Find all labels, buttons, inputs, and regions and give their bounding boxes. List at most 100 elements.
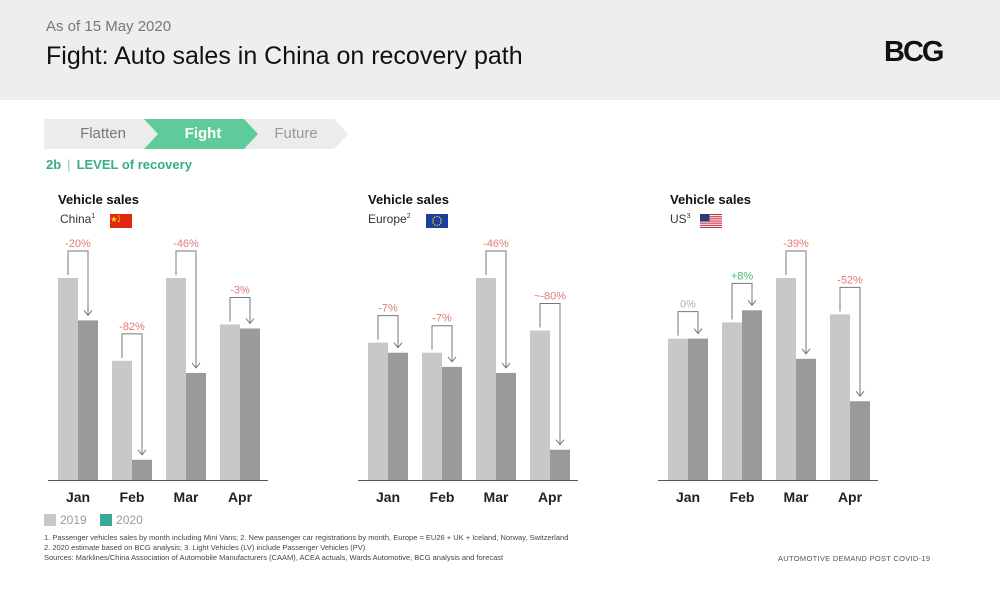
change-arrow-europe-feb: [431, 325, 453, 362]
arrowhead-icon: [501, 362, 511, 369]
legend: 2019 2020: [44, 513, 153, 527]
tick-label-us-mar: Mar: [784, 489, 809, 505]
bar-2019-china-feb: [112, 360, 132, 480]
change-arrow-china-apr: [229, 296, 251, 324]
change-label-us-mar: -39%: [783, 238, 809, 250]
bar-2019-china-jan: [58, 278, 78, 480]
bar-2019-europe-jan: [368, 342, 388, 480]
change-label-china-apr: -3%: [230, 284, 250, 296]
region-label-europe: Europe2: [368, 212, 411, 226]
bar-2019-china-mar: [166, 278, 186, 480]
as-of-date: As of 15 May 2020: [46, 18, 172, 35]
tick-label-europe-apr: Apr: [538, 489, 563, 505]
region-label-us: US3: [670, 212, 691, 226]
tick-label-europe-jan: Jan: [376, 489, 400, 505]
bar-2020-us-mar: [796, 358, 816, 480]
arrowhead-icon: [555, 439, 565, 446]
change-arrow-us-jan: [677, 311, 699, 336]
bar-2019-europe-mar: [476, 278, 496, 480]
phase-flatten: Flatten: [44, 119, 162, 149]
section-label: 2b | LEVEL of recovery: [46, 157, 192, 172]
tick-label-europe-mar: Mar: [484, 489, 509, 505]
chart-title-europe: Vehicle sales: [368, 192, 449, 207]
page-title: Fight: Auto sales in China on recovery p…: [46, 42, 523, 70]
change-arrow-europe-apr: [539, 303, 561, 445]
tick-label-us-jan: Jan: [676, 489, 700, 505]
footnote-2: 2. 2020 estimate based on BCG analysis; …: [44, 543, 366, 552]
change-label-europe-feb: -7%: [432, 313, 452, 325]
bar-2020-us-apr: [850, 401, 870, 480]
bar-2019-us-feb: [722, 322, 742, 480]
change-arrow-europe-jan: [377, 315, 399, 348]
change-arrow-europe-mar: [485, 250, 507, 368]
footnote-sources: Sources: Marklines/China Association of …: [44, 553, 504, 562]
bar-2019-us-mar: [776, 278, 796, 480]
change-label-us-jan: 0%: [680, 299, 696, 311]
bar-2020-china-jan: [78, 320, 98, 480]
tick-label-us-apr: Apr: [838, 489, 863, 505]
bar-2019-europe-apr: [530, 330, 550, 480]
bar-2019-europe-feb: [422, 352, 442, 480]
legend-swatch-2020: [100, 514, 113, 526]
china-flag-icon: [110, 214, 132, 228]
change-label-us-apr: -52%: [837, 274, 863, 286]
change-arrow-china-feb: [121, 333, 143, 455]
change-arrow-us-feb: [731, 282, 753, 320]
bar-2019-china-apr: [220, 324, 240, 480]
bar-2020-europe-feb: [442, 366, 462, 480]
phase-fight: Fight: [144, 119, 262, 149]
arrowhead-icon: [693, 328, 703, 335]
legend-item-2019: 2019: [44, 513, 87, 527]
tick-label-europe-feb: Feb: [430, 489, 455, 505]
tick-label-china-mar: Mar: [174, 489, 199, 505]
header-band: As of 15 May 2020 Fight: Auto sales in C…: [0, 0, 1000, 100]
phase-future: Future: [244, 119, 348, 149]
arrowhead-icon: [137, 449, 147, 456]
chart-title-us: Vehicle sales: [670, 192, 751, 207]
legend-item-2020: 2020: [100, 513, 143, 527]
bar-2019-us-jan: [668, 338, 688, 480]
section-number: 2b: [46, 157, 62, 172]
change-label-us-feb: +8%: [731, 270, 754, 282]
region-label-china: China1: [60, 212, 96, 226]
tick-label-china-apr: Apr: [228, 489, 253, 505]
change-arrow-us-mar: [785, 250, 807, 354]
section-divider: |: [67, 157, 71, 172]
bar-2020-us-jan: [688, 338, 708, 480]
legend-swatch-2019: [44, 514, 56, 526]
bar-2020-europe-apr: [550, 449, 570, 480]
bar-2020-china-apr: [240, 328, 260, 480]
arrowhead-icon: [747, 300, 757, 307]
change-label-china-jan: -20%: [65, 238, 91, 250]
change-label-europe-mar: -46%: [483, 238, 509, 250]
change-label-china-feb: -82%: [119, 321, 145, 333]
bar-2020-europe-mar: [496, 372, 516, 480]
change-arrow-china-mar: [175, 250, 197, 368]
arrowhead-icon: [191, 362, 201, 369]
arrowhead-icon: [83, 310, 93, 317]
footnotes: 1. Passenger vehicles sales by month inc…: [44, 533, 568, 563]
bcg-logo: BCG: [884, 36, 944, 68]
bar-2020-china-mar: [186, 372, 206, 480]
arrowhead-icon: [801, 348, 811, 355]
arrowhead-icon: [447, 356, 457, 363]
footer-label: AUTOMOTIVE DEMAND POST COVID-19: [778, 554, 931, 563]
change-arrow-us-apr: [839, 286, 861, 397]
change-arrow-china-jan: [67, 250, 89, 316]
footnote-1: 1. Passenger vehicles sales by month inc…: [44, 533, 569, 542]
eu-flag-icon: [426, 214, 448, 228]
tick-label-china-feb: Feb: [120, 489, 145, 505]
bar-2020-china-feb: [132, 459, 152, 480]
change-label-europe-jan: -7%: [378, 303, 398, 315]
tick-label-us-feb: Feb: [730, 489, 755, 505]
change-label-europe-apr: ~-80%: [534, 291, 566, 303]
arrowhead-icon: [855, 390, 865, 398]
bar-2020-europe-jan: [388, 352, 408, 480]
arrowhead-icon: [393, 342, 403, 349]
bar-2019-us-apr: [830, 314, 850, 480]
chart-title-china: Vehicle sales: [58, 192, 139, 207]
tick-label-china-jan: Jan: [66, 489, 90, 505]
bar-2020-us-feb: [742, 310, 762, 480]
arrowhead-icon: [245, 318, 255, 325]
